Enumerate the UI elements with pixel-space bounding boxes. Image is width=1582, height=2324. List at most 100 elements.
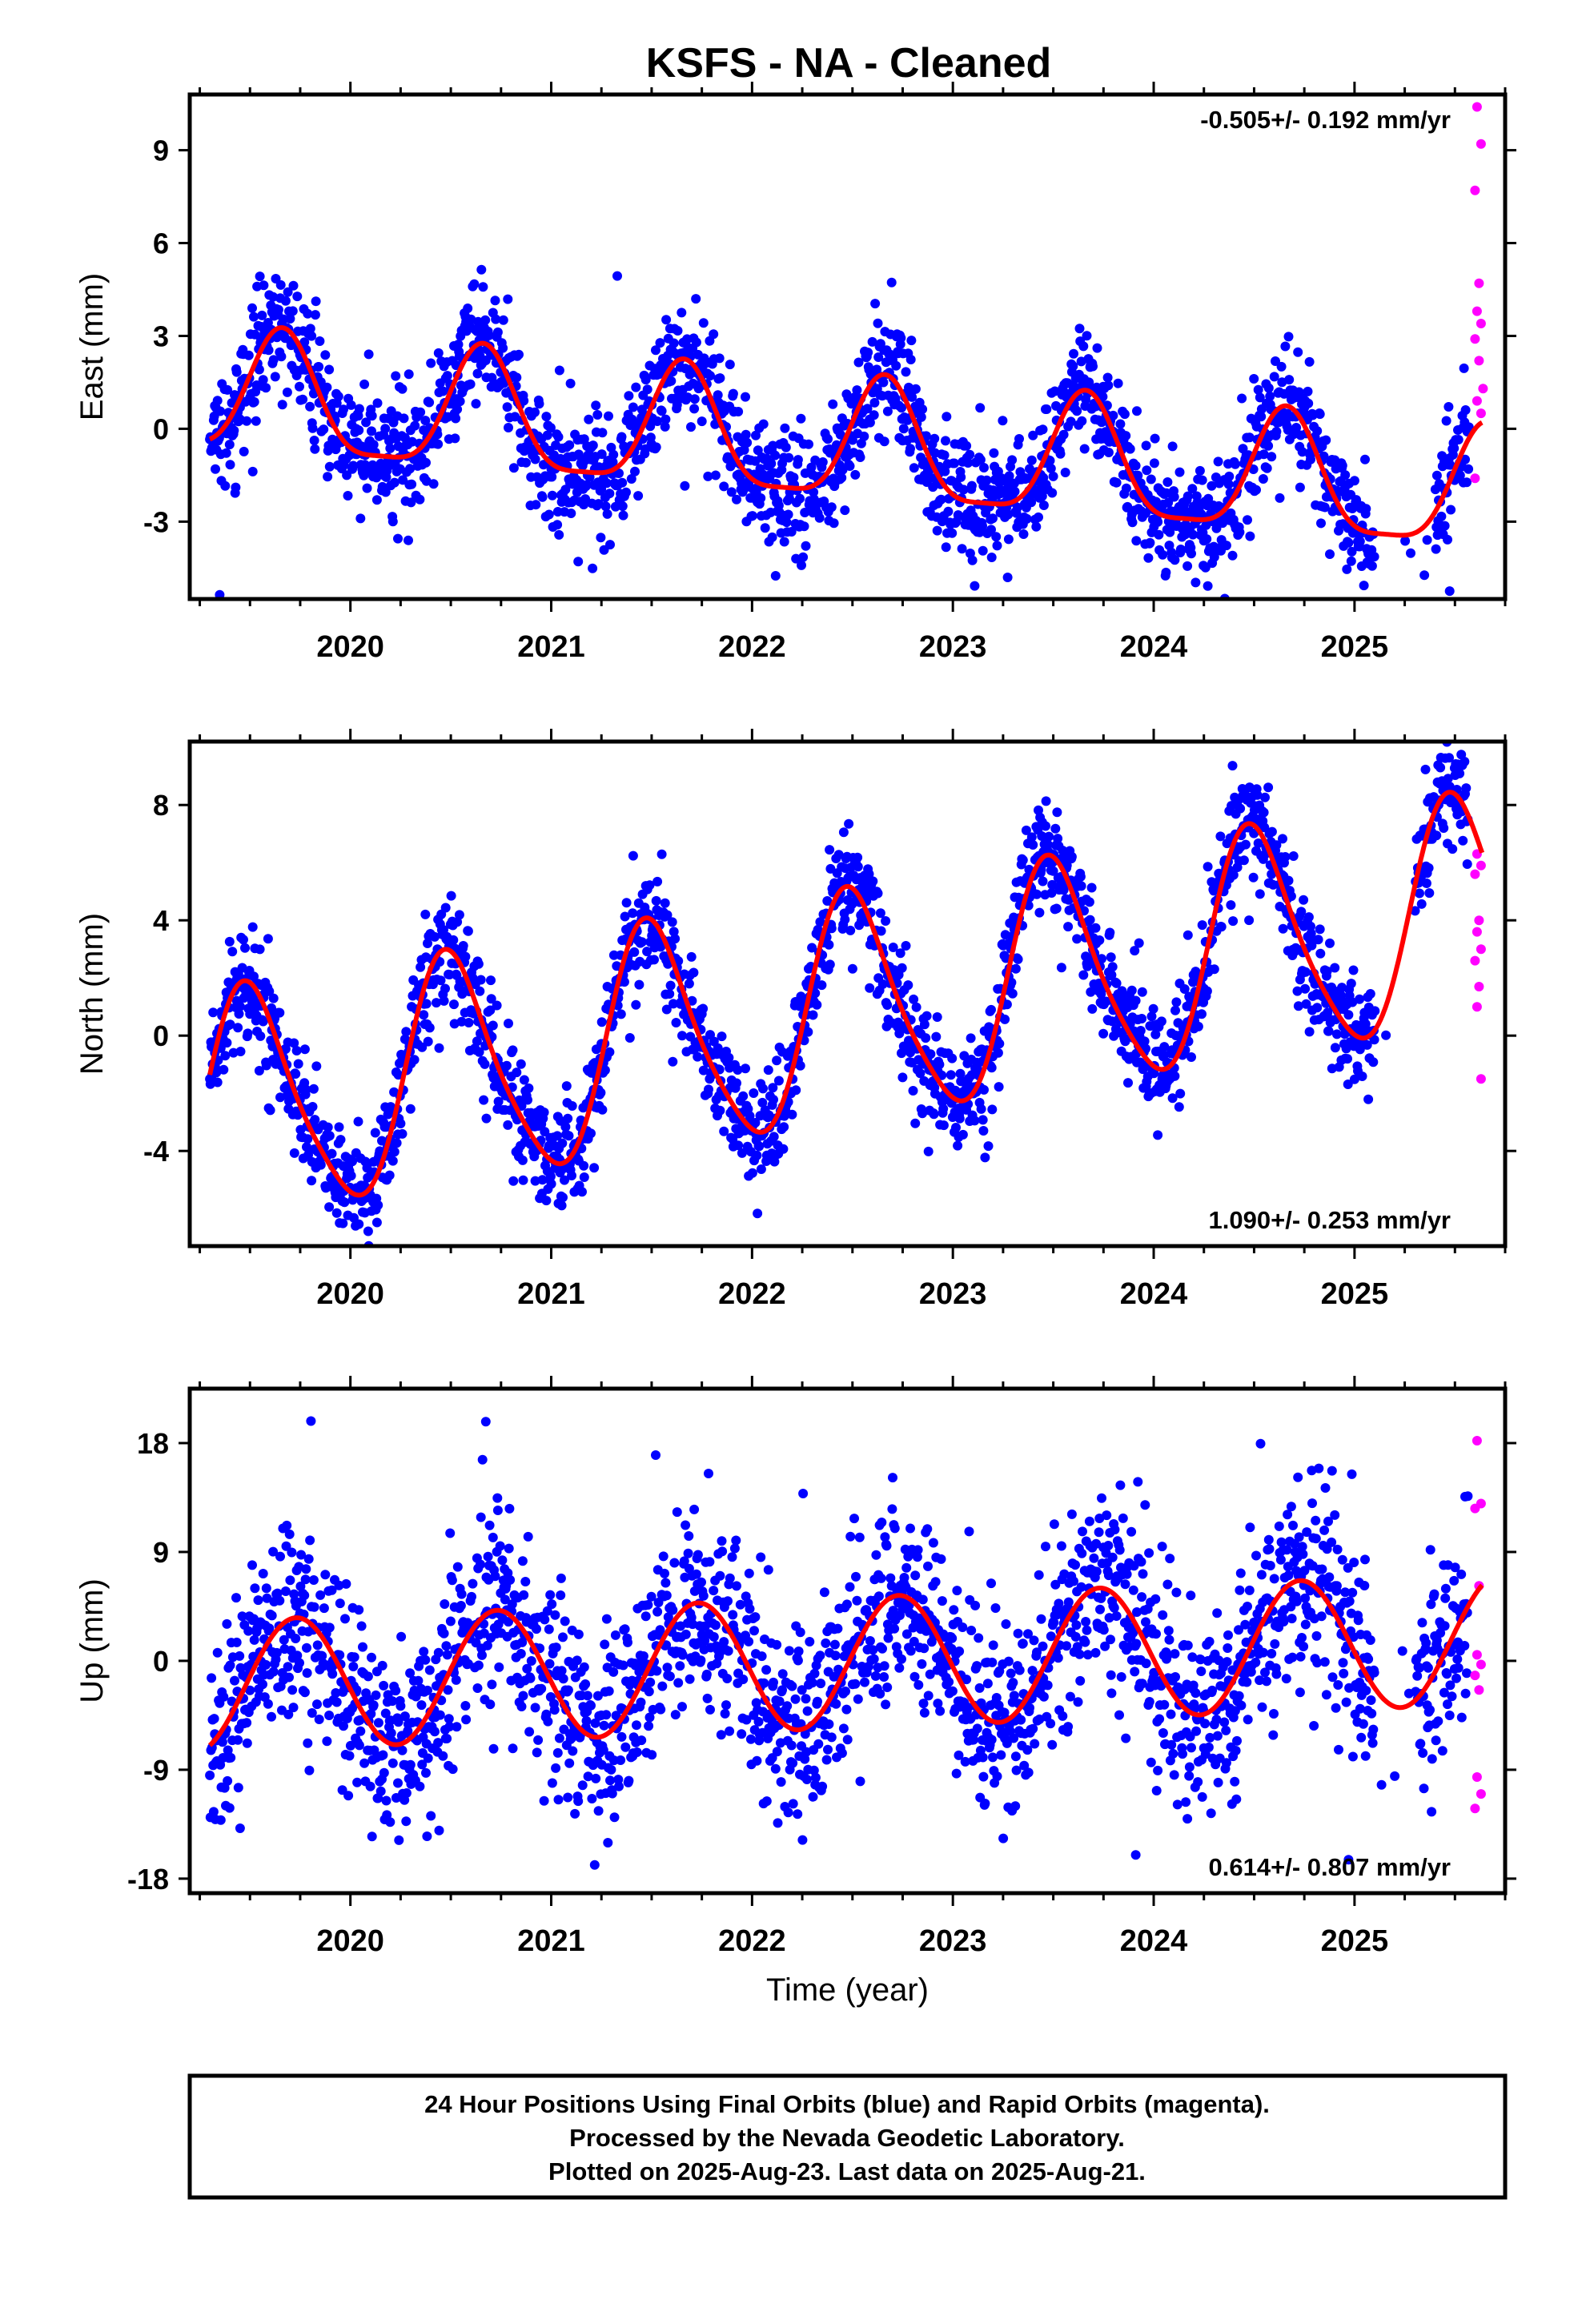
final-orbit-point <box>261 1659 271 1670</box>
final-orbit-point <box>347 1156 357 1167</box>
final-orbit-point <box>923 1146 934 1156</box>
final-orbit-point <box>423 1036 433 1047</box>
final-orbit-point <box>275 279 286 290</box>
rapid-orbit-point <box>1470 185 1480 195</box>
final-orbit-point <box>618 510 628 521</box>
final-orbit-point <box>235 1823 245 1833</box>
final-orbit-point <box>519 396 529 406</box>
final-orbit-point <box>620 1624 630 1634</box>
final-orbit-point <box>303 308 313 319</box>
final-orbit-point <box>474 1047 484 1057</box>
final-orbit-point <box>853 852 863 862</box>
final-orbit-point <box>367 426 376 436</box>
final-orbit-point <box>1103 448 1114 457</box>
final-orbit-point <box>302 1142 311 1152</box>
final-orbit-point <box>1449 443 1460 453</box>
final-orbit-point <box>433 439 444 449</box>
final-orbit-point <box>393 533 403 544</box>
final-orbit-point <box>1444 586 1455 597</box>
final-orbit-point <box>524 1727 535 1737</box>
final-orbit-point <box>710 470 721 480</box>
final-orbit-point <box>473 959 484 969</box>
final-orbit-point <box>492 1493 503 1503</box>
final-orbit-point <box>1269 372 1279 382</box>
final-orbit-point <box>1303 398 1314 408</box>
final-orbit-point <box>530 1176 540 1186</box>
final-orbit-point <box>1464 422 1474 432</box>
final-orbit-point <box>588 440 598 451</box>
final-orbit-point <box>354 425 364 436</box>
final-orbit-point <box>352 1777 363 1787</box>
final-orbit-point <box>558 1632 568 1642</box>
north-axes-frame <box>187 739 1508 1248</box>
final-orbit-point <box>292 292 303 302</box>
final-orbit-point <box>853 862 863 872</box>
final-orbit-point <box>779 537 789 547</box>
final-orbit-point <box>212 1647 223 1658</box>
final-orbit-point <box>895 948 905 959</box>
final-orbit-point <box>484 1520 495 1530</box>
final-orbit-point <box>1349 1074 1359 1084</box>
final-orbit-point <box>1366 669 1375 679</box>
final-orbit-point <box>958 485 969 495</box>
final-orbit-point <box>212 396 223 406</box>
final-orbit-point <box>760 523 770 533</box>
final-orbit-point <box>377 1660 387 1671</box>
final-orbit-point <box>249 396 259 407</box>
final-orbit-point <box>835 429 845 440</box>
final-orbit-point <box>554 529 564 540</box>
final-orbit-point <box>1459 363 1469 373</box>
up-final-orbit-points <box>205 1416 1473 1870</box>
final-orbit-point <box>508 1743 518 1754</box>
final-orbit-point <box>396 1631 407 1642</box>
final-orbit-point <box>1221 541 1231 551</box>
final-orbit-point <box>1146 1011 1157 1022</box>
final-orbit-point <box>798 552 809 562</box>
final-orbit-point <box>493 1096 504 1107</box>
final-orbit-point <box>1304 356 1315 367</box>
final-orbit-point <box>405 464 416 474</box>
final-orbit-point <box>1175 545 1186 554</box>
final-orbit-point <box>956 472 966 482</box>
final-orbit-point <box>1360 454 1370 464</box>
final-orbit-point <box>410 420 420 431</box>
final-orbit-point <box>609 1812 620 1823</box>
final-orbit-point <box>631 999 641 1010</box>
rapid-orbit-point <box>1474 915 1484 926</box>
final-orbit-point <box>651 345 661 356</box>
final-orbit-point <box>348 1662 359 1671</box>
final-orbit-point <box>634 979 644 990</box>
final-orbit-point <box>303 1738 313 1748</box>
final-orbit-point <box>978 545 988 556</box>
final-orbit-point <box>1034 512 1043 522</box>
final-orbit-point <box>544 1659 555 1669</box>
final-orbit-point <box>439 995 449 1006</box>
final-orbit-point <box>486 994 496 1004</box>
final-orbit-point <box>1360 1019 1371 1029</box>
final-orbit-point <box>1013 954 1023 964</box>
final-orbit-point <box>1159 1042 1170 1052</box>
final-orbit-point <box>592 410 603 420</box>
final-orbit-point <box>475 986 485 996</box>
final-orbit-point <box>1447 844 1458 854</box>
final-orbit-point <box>1179 984 1190 994</box>
final-orbit-point <box>868 876 878 887</box>
final-orbit-point <box>563 1685 573 1695</box>
final-orbit-point <box>978 521 987 531</box>
final-orbit-point <box>751 430 761 440</box>
final-orbit-point <box>1018 529 1029 539</box>
final-orbit-point <box>512 372 522 383</box>
final-orbit-point <box>272 1588 283 1598</box>
final-orbit-point <box>1014 434 1024 444</box>
final-orbit-point <box>689 394 700 404</box>
final-orbit-point <box>986 1004 996 1015</box>
final-orbit-point <box>287 306 298 316</box>
final-orbit-point <box>467 1591 476 1602</box>
final-orbit-point <box>283 1709 294 1719</box>
final-orbit-point <box>823 434 833 444</box>
final-orbit-point <box>456 1601 466 1610</box>
final-orbit-point <box>1082 331 1092 341</box>
final-orbit-point <box>817 980 827 991</box>
final-orbit-point <box>560 485 571 495</box>
final-orbit-point <box>604 489 615 499</box>
